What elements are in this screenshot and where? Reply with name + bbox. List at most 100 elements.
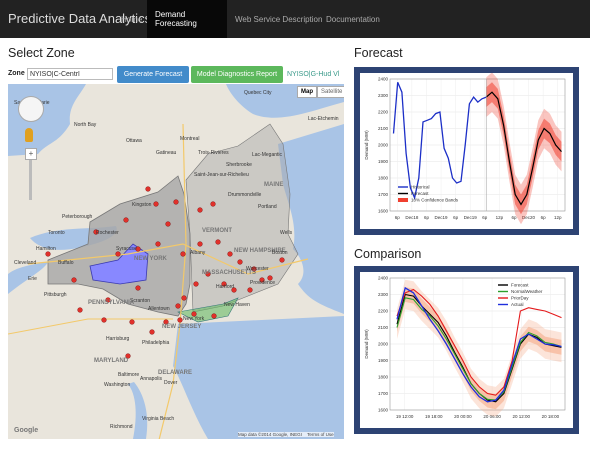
zoom-slider[interactable] xyxy=(29,160,32,200)
y-tick-label: 2300 xyxy=(378,292,389,297)
zone-marker xyxy=(247,287,253,293)
map-place-label: Providence xyxy=(250,280,275,286)
zone-markers[interactable] xyxy=(45,186,285,359)
map-pan-control[interactable] xyxy=(18,96,44,122)
legend-label: Actual xyxy=(511,302,524,307)
y-tick-label: 2400 xyxy=(378,276,389,281)
plot-area xyxy=(389,277,566,411)
zone-marker xyxy=(181,295,187,301)
zone-marker xyxy=(135,285,141,291)
zone-marker xyxy=(135,246,141,252)
zone-marker xyxy=(267,275,273,281)
map-place-label: Albany xyxy=(190,250,206,256)
zone-marker xyxy=(197,241,203,247)
map-type-map-button[interactable]: Map xyxy=(297,86,317,98)
map-place-label: Ottawa xyxy=(126,138,142,144)
x-tick-label: 6p xyxy=(395,215,401,220)
zone-marker xyxy=(210,201,216,207)
map-place-label: DELAWARE xyxy=(158,370,192,376)
water-georgian-bay xyxy=(8,84,86,156)
x-tick-label: 6p xyxy=(424,215,430,220)
x-tick-label: Dec19 xyxy=(435,215,449,220)
map-place-label: Kingston xyxy=(132,202,152,208)
zone-marker xyxy=(173,199,179,205)
map-place-label: NEW HAMPSHIRE xyxy=(234,248,286,254)
map-type-satellite-button[interactable]: Satellite xyxy=(317,86,344,98)
forecast-chart-panel: 1600 1700 1800 1900 2000 2100 2200 2300 2400 6p De… xyxy=(360,72,573,229)
nav-demand-forecasting[interactable]: Demand Forecasting xyxy=(147,0,227,38)
map-place-label: VERMONT xyxy=(202,228,232,234)
confidence-band xyxy=(397,287,562,410)
zoom-in-button[interactable]: + xyxy=(25,148,37,160)
map-place-label: Harrisburg xyxy=(106,336,130,342)
map-place-label: Gatineau xyxy=(156,150,177,156)
selected-zone-text: NYISO|G-Hud Vl xyxy=(287,71,340,78)
zone-marker xyxy=(77,307,83,313)
terms-of-use-link[interactable]: Terms of Use xyxy=(307,432,334,437)
zone-marker xyxy=(101,317,107,323)
plot-area xyxy=(389,78,566,212)
y-tick-label: 2200 xyxy=(378,309,389,314)
legend-swatch xyxy=(398,198,408,202)
x-tick-label: 20 12:00 xyxy=(512,414,530,419)
nav-web-service-description[interactable]: Web Service Description xyxy=(235,14,323,24)
map-place-label: NEW JERSEY xyxy=(162,324,201,330)
brand[interactable]: Predictive Data Analytics xyxy=(8,11,152,26)
map-place-label: Pittsburgh xyxy=(44,292,67,298)
map-canvas[interactable]: Quebec City Lac-Etchemin Ottawa Montreal She… xyxy=(8,84,344,439)
y-tick-label: 2100 xyxy=(378,126,389,131)
zone-marker xyxy=(163,319,169,325)
nav-home[interactable]: Home xyxy=(121,14,143,24)
zone-marker xyxy=(45,251,51,257)
x-tick-label: 12p xyxy=(496,215,504,220)
map-place-label: Richmond xyxy=(110,424,133,430)
highway xyxy=(8,318,173,335)
zone-marker xyxy=(227,251,233,257)
y-tick-label: 2300 xyxy=(378,93,389,98)
forecast-chart: 1600 1700 1800 1900 2000 2100 2200 2300 2400 6p De… xyxy=(364,72,566,225)
zone-marker xyxy=(71,277,77,283)
map-place-label: MASSACHUSETTS xyxy=(202,270,256,276)
map-place-label: Portland xyxy=(258,204,277,210)
zone-marker xyxy=(145,186,151,192)
x-tick-label: 20 18:00 xyxy=(542,414,560,419)
y-tick-label: 2400 xyxy=(378,77,389,82)
x-tick-label: Dec18 xyxy=(405,215,419,220)
map-attribution-text: Map data ©2014 Google, INEGI xyxy=(238,432,302,437)
map-place-label: Drummondville xyxy=(228,192,262,198)
map-place-label: Boston xyxy=(272,250,288,256)
y-tick-label: 2000 xyxy=(378,342,389,347)
x-tick-label: 19 18:00 xyxy=(425,414,443,419)
highway xyxy=(158,123,187,439)
zone-marker xyxy=(165,221,171,227)
comparison-chart-panel: 1600 1700 1800 1900 2000 2100 2200 2300 2400 19 1… xyxy=(360,272,573,428)
legend-label: Forecast xyxy=(511,283,529,288)
zone-marker xyxy=(123,217,129,223)
map-place-label: Lac-Megantic xyxy=(252,152,283,158)
nav-documentation[interactable]: Documentation xyxy=(326,14,380,24)
zone-marker xyxy=(231,287,237,293)
series-line xyxy=(392,82,487,200)
map-place-label: Cleveland xyxy=(14,260,36,266)
map-place-label: Quebec City xyxy=(244,90,272,96)
pegman-icon[interactable] xyxy=(25,128,33,142)
map-place-label: North Bay xyxy=(74,122,97,128)
zone-marker xyxy=(93,229,99,235)
x-tick-label: 12p xyxy=(554,215,562,220)
nyiso-zones[interactable] xyxy=(47,175,191,317)
zone-input[interactable] xyxy=(27,68,113,80)
selected-zone-shape[interactable] xyxy=(89,243,149,285)
map-place-label: Syracuse xyxy=(116,246,137,252)
zone-marker xyxy=(279,257,285,263)
model-diagnostics-button[interactable]: Model Diagnostics Report xyxy=(191,66,283,83)
select-zone-title: Select Zone xyxy=(8,46,75,60)
map-attribution: Map data ©2014 Google, INEGI Terms of Us… xyxy=(238,432,334,437)
zone-map[interactable]: Quebec City Lac-Etchemin Ottawa Montreal She… xyxy=(8,84,344,439)
generate-forecast-button[interactable]: Generate Forecast xyxy=(117,66,189,83)
zone-marker xyxy=(251,266,257,272)
map-place-label: Hartford xyxy=(216,284,234,290)
map-place-label: New York xyxy=(183,316,205,322)
zone-marker xyxy=(259,277,265,283)
map-place-label: PENNSYLVANIA xyxy=(88,300,135,306)
map-place-label: Worcester xyxy=(246,266,269,272)
